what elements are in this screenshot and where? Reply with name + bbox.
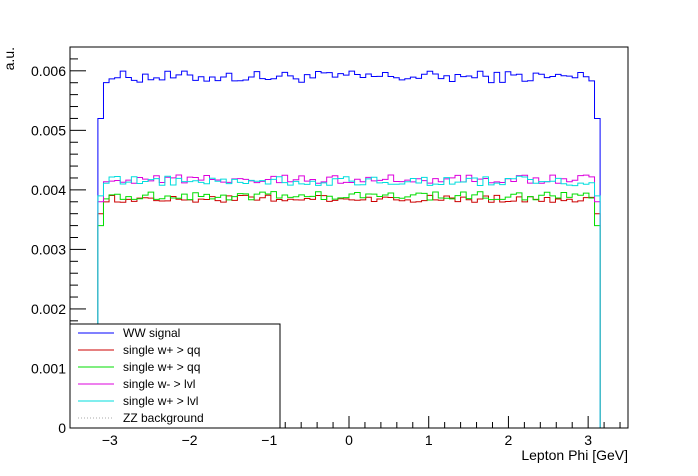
legend: WW signal single w+ > qq single w+ > qq sin… xyxy=(69,323,281,429)
legend-entry: single w+ > qq xyxy=(123,360,200,374)
y-tick-label: 0.001 xyxy=(31,360,66,376)
legend-entry: single w+ > qq xyxy=(123,343,200,357)
y-tick-label: 0.005 xyxy=(31,122,66,138)
y-tick-label: 0.004 xyxy=(31,182,66,198)
series-line xyxy=(70,175,628,429)
x-tick-label: −1 xyxy=(261,432,277,448)
x-tick-label: 2 xyxy=(505,432,513,448)
x-tick-label: −3 xyxy=(102,432,118,448)
series-line xyxy=(70,70,628,429)
x-axis-title: Lepton Phi [GeV] xyxy=(521,447,628,463)
x-tick-label: −2 xyxy=(182,432,198,448)
legend-entry: single w+ > lvl xyxy=(123,394,198,408)
x-tick-label: 0 xyxy=(345,432,353,448)
series-line xyxy=(70,191,628,429)
y-tick-label: 0.006 xyxy=(31,63,66,79)
x-tick-label: 1 xyxy=(425,432,433,448)
legend-entry: ZZ background xyxy=(123,411,204,425)
y-tick-label: 0.002 xyxy=(31,301,66,317)
y-axis: 0 0.001 0.002 0.003 0.004 0.005 0.006 xyxy=(31,46,86,436)
y-tick-label: 0.003 xyxy=(31,241,66,257)
legend-box xyxy=(69,323,281,429)
y-tick-label: 0 xyxy=(58,420,66,436)
legend-entry: WW signal xyxy=(123,326,180,340)
legend-entry: single w- > lvl xyxy=(123,377,195,391)
y-axis-title: a.u. xyxy=(1,47,17,70)
x-tick-label: 3 xyxy=(584,432,592,448)
